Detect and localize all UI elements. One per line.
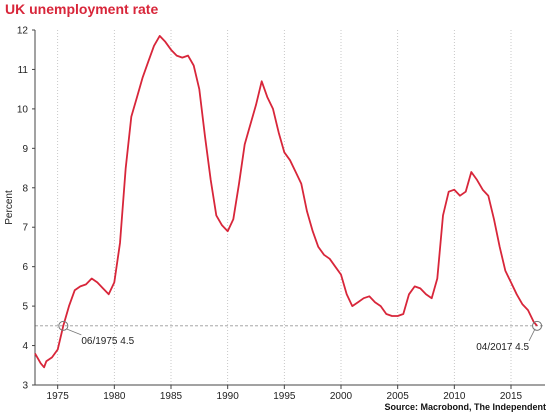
- y-tick-label-8: 8: [22, 183, 28, 194]
- annotations: 06/1975 4.5 04/2017 4.5: [58, 320, 543, 353]
- x-tick-label-2000: 2000: [330, 391, 353, 402]
- x-tick-label-1985: 1985: [160, 391, 183, 402]
- y-tick-label-3: 3: [22, 381, 28, 392]
- y-tick-label-4: 4: [22, 341, 28, 352]
- annotation-marker-1: [532, 320, 543, 331]
- annotation-marker-0: [58, 320, 69, 331]
- x-tick-label-2010: 2010: [443, 391, 466, 402]
- y-tick-label-11: 11: [18, 65, 29, 76]
- y-tick-label-6: 6: [22, 262, 28, 273]
- y-tick-label-5: 5: [22, 302, 28, 313]
- y-tick-label-9: 9: [22, 144, 28, 155]
- x-tick-label-1995: 1995: [273, 391, 296, 402]
- source-note: Source: Macrobond, The Independent: [384, 402, 546, 412]
- annotation-leader-0: [66, 328, 82, 336]
- annotation-label-0: 06/1975 4.5: [81, 336, 134, 347]
- y-axis-label: Percent: [4, 190, 15, 225]
- annotation-label-1: 04/2017 4.5: [476, 342, 529, 353]
- y-tick-label-12: 12: [17, 26, 29, 37]
- x-tick-label-2005: 2005: [387, 391, 410, 402]
- x-tick-label-1975: 1975: [47, 391, 70, 402]
- tick-labels: 1975 1980 1985 1990 1995 2000 2005 2010 2015 3 4 5 6…: [17, 26, 523, 403]
- series-line-unemployment: [34, 35, 538, 369]
- x-tick-label-2015: 2015: [500, 391, 523, 402]
- x-tick-label-1980: 1980: [103, 391, 126, 402]
- chart-title: UK unemployment rate: [5, 1, 159, 17]
- gridlines: [57, 30, 512, 385]
- annotation-leader-1: [528, 328, 536, 342]
- axes: [32, 29, 545, 389]
- y-tick-label-10: 10: [17, 104, 29, 115]
- x-tick-label-1990: 1990: [217, 391, 240, 402]
- y-tick-label-7: 7: [22, 223, 28, 234]
